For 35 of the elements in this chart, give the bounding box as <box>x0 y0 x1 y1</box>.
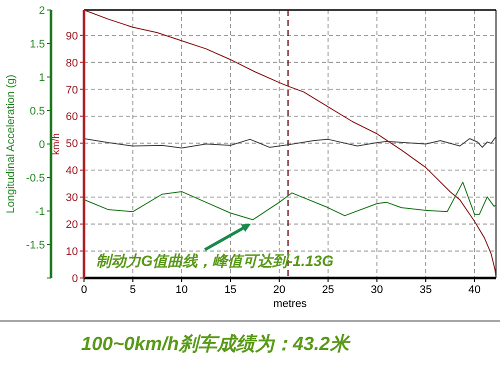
y2-axis-title: km/h <box>51 133 62 155</box>
y-axis-title: Longitudinal Acceleration (g) <box>5 74 17 214</box>
x-tick-label: 30 <box>370 284 384 296</box>
y2-tick-label: 40 <box>66 165 78 178</box>
y-tick-label: 1 <box>38 72 45 84</box>
y2-tick-label: 0 <box>72 273 78 285</box>
x-tick-label: 25 <box>322 284 334 296</box>
y2-tick-label: 50 <box>66 138 78 150</box>
x-tick-label: 0 <box>80 284 88 296</box>
y2-tick-label: 20 <box>66 219 78 232</box>
x-axis-title: metres <box>273 298 308 310</box>
x-tick-label: 5 <box>130 284 136 296</box>
y-tick-label: 0.5 <box>30 106 45 118</box>
y-tick-label: 1.5 <box>30 38 45 50</box>
x-tick-label: 40 <box>468 284 481 296</box>
line-series <box>84 10 496 278</box>
line-series <box>84 182 496 220</box>
line-series <box>84 136 496 149</box>
y2-tick-label: 80 <box>66 57 78 70</box>
annotation: 制动力G值曲线，峰值可达到-1.13G <box>96 253 334 270</box>
x-tick-label: 10 <box>176 284 188 296</box>
y2-tick-label: 30 <box>66 192 78 204</box>
y2-tick-label: 10 <box>66 246 78 258</box>
y-tick-label: -1.5 <box>26 240 45 252</box>
y2-tick-label: 70 <box>66 84 78 96</box>
y-tick-label: -1 <box>35 206 45 218</box>
y2-tick-label: 60 <box>66 111 78 124</box>
y-tick-label: 0 <box>38 139 45 151</box>
x-tick-label: 15 <box>224 284 237 296</box>
x-tick-label: 20 <box>273 284 286 296</box>
x-tick-label: 35 <box>420 284 432 296</box>
y-tick-label: -0.5 <box>26 172 45 184</box>
y2-tick-label: 90 <box>66 30 78 42</box>
text: 100~0km/h刹车成绩为：43.2米 <box>81 333 351 355</box>
y-tick-label: 2 <box>38 5 45 17</box>
